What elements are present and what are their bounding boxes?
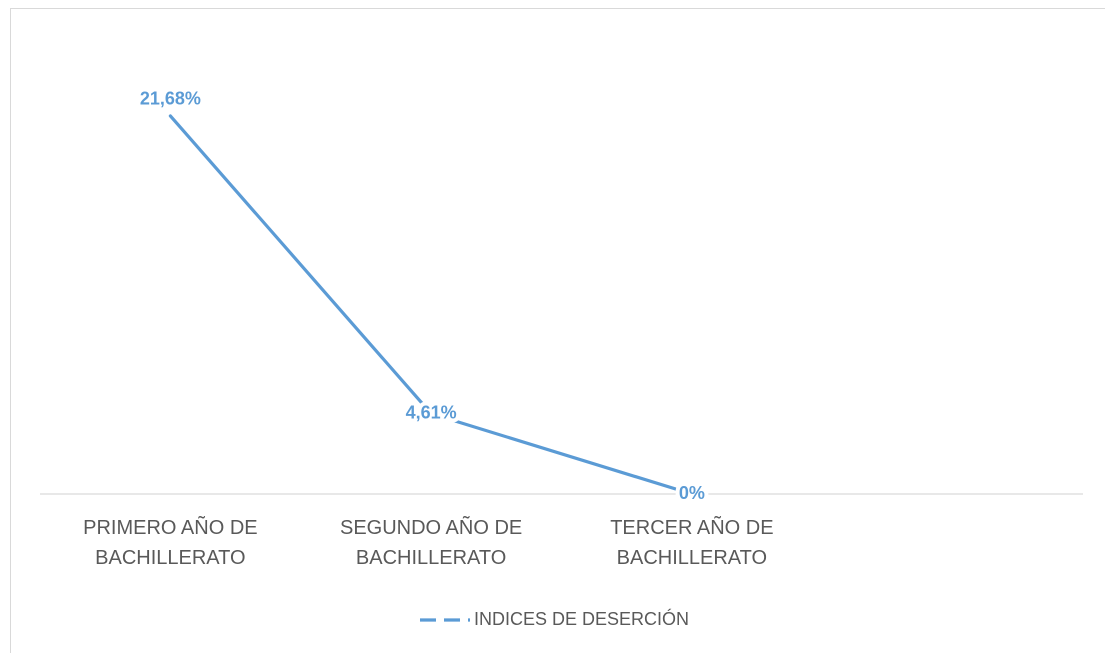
x-tick-label: SEGUNDO AÑO DE BACHILLERATO — [339, 517, 523, 569]
series-line — [168, 114, 694, 496]
data-label: 21,68% — [140, 89, 201, 109]
data-label: 4,61% — [406, 402, 457, 422]
x-tick-label: PRIMERO AÑO DE BACHILLERATO — [83, 517, 258, 569]
x-tick-label: TERCER AÑO DE BACHILLERATO — [610, 517, 774, 569]
chart-border — [10, 8, 1105, 653]
data-label: 0% — [679, 483, 705, 503]
legend-label: INDICES DE DESERCIÓN — [474, 608, 689, 629]
